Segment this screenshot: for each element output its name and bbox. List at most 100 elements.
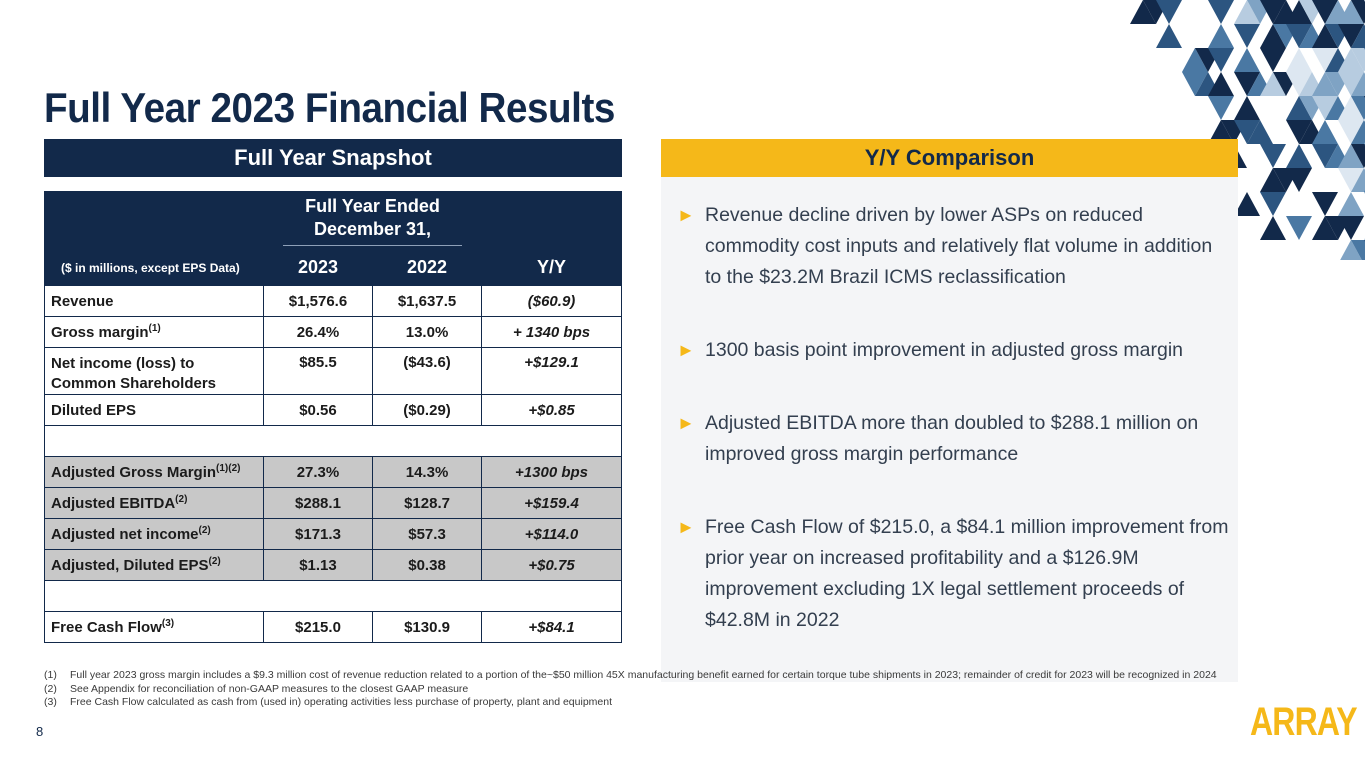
bullet-arrow-icon: ► [677,340,695,360]
decorative-triangle [1340,240,1362,260]
decorative-triangle [1260,168,1286,192]
decorative-triangle [1312,216,1338,240]
page-number: 8 [36,724,44,739]
decorative-triangle [1260,0,1286,24]
decorative-triangle [1338,0,1364,24]
decorative-triangle [1260,24,1286,48]
page-title: Full Year 2023 Financial Results [44,84,615,131]
table-row: Free Cash Flow(3) $215.0 $130.9 +$84.1 [44,611,622,643]
decorative-triangle [1286,96,1312,120]
decorative-triangle [1234,48,1260,72]
column-2022: 2022 [371,249,483,286]
decorative-triangle [1234,24,1260,48]
decorative-triangle [1234,0,1260,24]
decorative-triangle [1312,24,1338,48]
decorative-triangle [1234,120,1260,144]
decorative-triangle [1260,216,1286,240]
decorative-triangle [1312,72,1338,96]
decorative-triangle [1208,0,1234,24]
decorative-triangle [1286,24,1312,48]
decorative-triangle [1286,120,1312,144]
decorative-triangle [1351,24,1365,48]
decorative-triangle [1260,48,1286,72]
decorative-triangle [1286,0,1312,24]
table-spacer-row [44,580,622,612]
table-row: Adjusted net income(2) $171.3 $57.3 +$11… [44,518,622,550]
bullet-item: ► Revenue decline driven by lower ASPs o… [677,200,1233,293]
decorative-triangle [1286,144,1312,168]
decorative-triangle [1312,120,1338,144]
decorative-triangle [1260,72,1286,96]
footnote: (3) Free Cash Flow calculated as cash fro… [44,696,612,708]
column-yoy: Y/Y [481,249,622,286]
triangle-pattern-decoration [1130,0,1365,260]
decorative-triangle [1312,48,1338,72]
decorative-triangle [1182,72,1208,96]
table-header-row: Full Year Ended December 31, [44,191,622,250]
array-logo: ARRAY [1250,700,1358,744]
period-header: Full Year Ended December 31, [283,195,462,246]
table-row: Adjusted Gross Margin(1)(2) 27.3% 14.3% … [44,456,622,488]
decorative-triangle [1351,120,1365,144]
decorative-triangle [1351,96,1365,120]
decorative-triangle [1338,48,1364,72]
decorative-triangle [1260,144,1286,168]
bullet-arrow-icon: ► [677,517,695,537]
decorative-triangle [1351,240,1365,260]
table-spacer-row [44,425,622,457]
bullet-arrow-icon: ► [677,205,695,225]
table-row: Net income (loss) to Common Shareholders … [44,347,622,395]
table-row: Adjusted, Diluted EPS(2) $1.13 $0.38 +$0… [44,549,622,581]
decorative-triangle [1312,144,1338,168]
snapshot-header: Full Year Snapshot [44,139,622,177]
decorative-triangle [1338,216,1364,240]
decorative-triangle [1286,216,1312,240]
decorative-triangle [1351,144,1365,168]
decorative-triangle [1338,120,1364,144]
decorative-triangle [1156,24,1182,48]
table-row: Revenue $1,576.6 $1,637.5 ($60.9) [44,285,622,317]
decorative-triangle [1338,96,1364,120]
footnote: (1) Full year 2023 gross margin includes … [44,669,1217,681]
table-row: Adjusted EBITDA(2) $288.1 $128.7 +$159.4 [44,487,622,519]
decorative-triangle [1208,96,1234,120]
decorative-triangle [1286,48,1312,72]
decorative-triangle [1351,168,1365,192]
comparison-header: Y/Y Comparison [661,139,1238,177]
decorative-triangle [1338,72,1364,96]
decorative-triangle [1234,72,1260,96]
decorative-triangle [1338,24,1364,48]
decorative-triangle [1130,0,1156,24]
decorative-triangle [1286,168,1312,192]
financial-snapshot-table: Full Year Ended December 31, ($ in milli… [44,191,622,643]
bullet-item: ► 1300 basis point improvement in adjust… [677,335,1233,366]
comparison-panel [661,177,1238,682]
decorative-triangle [1286,72,1312,96]
decorative-triangle [1208,120,1234,144]
decorative-triangle [1312,96,1338,120]
table-row: Gross margin(1) 26.4% 13.0% + 1340 bps [44,316,622,348]
decorative-triangle [1260,192,1286,216]
decorative-triangle [1208,24,1234,48]
decorative-triangle [1338,144,1364,168]
table-row: Diluted EPS $0.56 ($0.29) +$0.85 [44,394,622,426]
decorative-triangle [1351,0,1365,24]
decorative-triangle [1338,192,1364,216]
decorative-triangle [1208,72,1234,96]
decorative-triangle [1247,120,1273,144]
units-label: ($ in millions, except EPS Data) [44,249,264,286]
column-2023: 2023 [262,249,374,286]
decorative-triangle [1312,0,1338,24]
bullet-item: ► Adjusted EBITDA more than doubled to $… [677,408,1233,470]
decorative-triangle [1312,192,1338,216]
decorative-triangle [1182,48,1208,72]
table-column-header-row: ($ in millions, except EPS Data) 2023 20… [44,249,622,286]
decorative-triangle [1351,48,1365,72]
decorative-triangle [1338,168,1364,192]
decorative-triangle [1208,48,1234,72]
decorative-triangle [1351,72,1365,96]
decorative-triangle [1234,96,1260,120]
decorative-triangle [1156,0,1182,24]
footnote: (2) See Appendix for reconciliation of no… [44,682,469,695]
footnotes: (1) Full year 2023 gross margin includes … [44,669,1244,710]
